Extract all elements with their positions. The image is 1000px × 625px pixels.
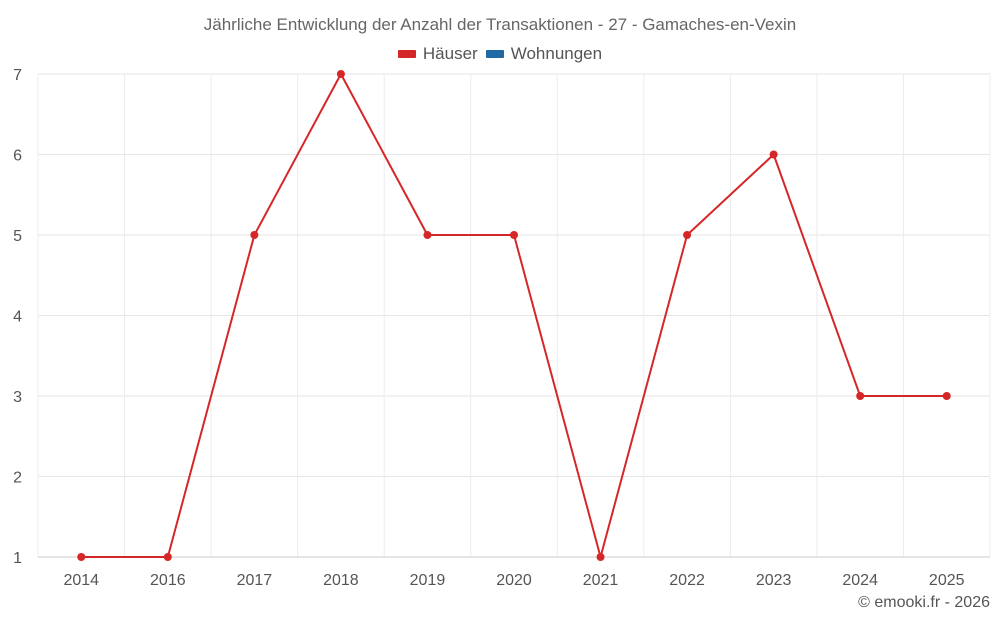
x-tick-label: 2017 <box>237 572 273 589</box>
data-point <box>250 231 259 239</box>
y-tick-label: 2 <box>13 470 22 487</box>
x-tick-label: 2022 <box>669 572 705 589</box>
legend-item-wohnungen[interactable]: Wohnungen <box>485 44 603 64</box>
credit-text: © emooki.fr - 2026 <box>858 594 990 611</box>
data-point <box>423 231 432 239</box>
data-point <box>942 392 951 400</box>
y-tick-label: 5 <box>13 228 22 245</box>
legend-label-wohnungen: Wohnungen <box>510 44 603 63</box>
data-point <box>856 392 865 400</box>
y-tick-label: 1 <box>13 550 22 567</box>
x-tick-label: 2018 <box>323 572 359 589</box>
y-tick-label: 6 <box>13 148 22 165</box>
x-tick-label: 2020 <box>496 572 532 589</box>
data-point <box>683 231 692 239</box>
x-tick-label: 2014 <box>63 572 99 589</box>
x-tick-label: 2024 <box>842 572 878 589</box>
data-point <box>769 150 778 159</box>
y-tick-label: 4 <box>13 309 22 326</box>
data-point <box>77 553 86 561</box>
legend-swatch-wohnungen <box>485 50 504 58</box>
legend-item-haeuser[interactable]: Häuser <box>397 44 478 64</box>
data-point <box>596 553 605 561</box>
y-tick-label: 7 <box>13 67 22 84</box>
legend-label-haeuser: Häuser <box>422 44 478 63</box>
chart-title: Jährliche Entwicklung der Anzahl der Tra… <box>203 15 797 34</box>
x-tick-label: 2019 <box>410 572 446 589</box>
x-tick-label: 2021 <box>583 572 619 589</box>
y-tick-label: 3 <box>13 389 22 406</box>
legend: Häuser Wohnungen <box>0 44 1000 64</box>
data-point <box>510 231 518 239</box>
x-tick-label: 2023 <box>756 572 792 589</box>
data-point <box>163 553 172 561</box>
x-tick-label: 2016 <box>150 572 186 589</box>
x-tick-label: 2025 <box>929 572 965 589</box>
data-point <box>336 70 345 78</box>
legend-swatch-haeuser <box>397 50 416 58</box>
